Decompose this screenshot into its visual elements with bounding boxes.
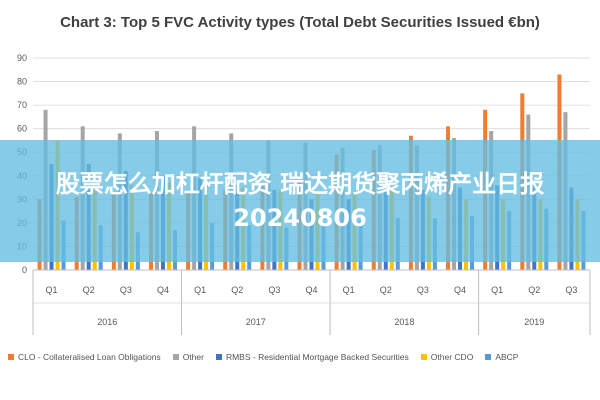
group-label: 2018	[394, 317, 414, 327]
overlay-text: 股票怎么加杠杆配资 瑞达期货聚丙烯产业日报20240806	[55, 170, 545, 232]
chart-title: Chart 3: Top 5 FVC Activity types (Total…	[60, 14, 540, 31]
legend-label: CLO - Collateralised Loan Obligations	[18, 352, 161, 362]
x-tick-label: Q4	[157, 285, 169, 295]
legend-item: CLO - Collateralised Loan Obligations	[8, 352, 161, 362]
y-tick-label: 60	[17, 124, 27, 134]
x-tick-label: Q2	[83, 285, 95, 295]
legend-label: Other CDO	[430, 352, 474, 362]
overlay-banner: 股票怎么加杠杆配资 瑞达期货聚丙烯产业日报20240806	[0, 140, 600, 262]
legend-label: Other	[182, 352, 204, 362]
legend-swatch	[8, 354, 14, 360]
x-tick-label: Q3	[268, 285, 280, 295]
x-tick-label: Q2	[528, 285, 540, 295]
legend-swatch	[215, 354, 222, 360]
legend-label: RMBS - Residential Mortgage Backed Secur…	[225, 352, 409, 362]
x-tick-label: Q2	[380, 285, 392, 295]
legend-item: Other CDO	[420, 352, 474, 362]
x-tick-label: Q1	[194, 285, 206, 295]
group-label: 2019	[524, 317, 544, 327]
legend-swatch	[420, 354, 427, 360]
x-tick-label: Q3	[120, 285, 132, 295]
x-tick-label: Q3	[565, 285, 577, 295]
group-label: 2017	[246, 317, 266, 327]
x-tick-label: Q2	[231, 285, 243, 295]
x-tick-label: Q1	[491, 285, 503, 295]
x-tick-label: Q4	[305, 285, 317, 295]
legend-item: RMBS - Residential Mortgage Backed Secur…	[215, 352, 409, 362]
legend-item: ABCP	[485, 352, 518, 362]
y-tick-label: 70	[17, 100, 27, 110]
legend-swatch	[485, 354, 492, 360]
legend-item: Other	[172, 352, 204, 362]
chart-legend: CLO - Collateralised Loan Obligations Oth…	[8, 352, 598, 362]
group-label: 2016	[97, 317, 117, 327]
y-tick-label: 0	[22, 265, 27, 275]
y-tick-label: 80	[17, 77, 27, 87]
x-tick-label: Q1	[343, 285, 355, 295]
x-tick-label: Q1	[46, 285, 58, 295]
x-tick-label: Q3	[417, 285, 429, 295]
y-tick-label: 90	[17, 53, 27, 63]
legend-label: ABCP	[495, 352, 519, 362]
x-tick-label: Q4	[454, 285, 466, 295]
legend-swatch	[172, 354, 179, 360]
